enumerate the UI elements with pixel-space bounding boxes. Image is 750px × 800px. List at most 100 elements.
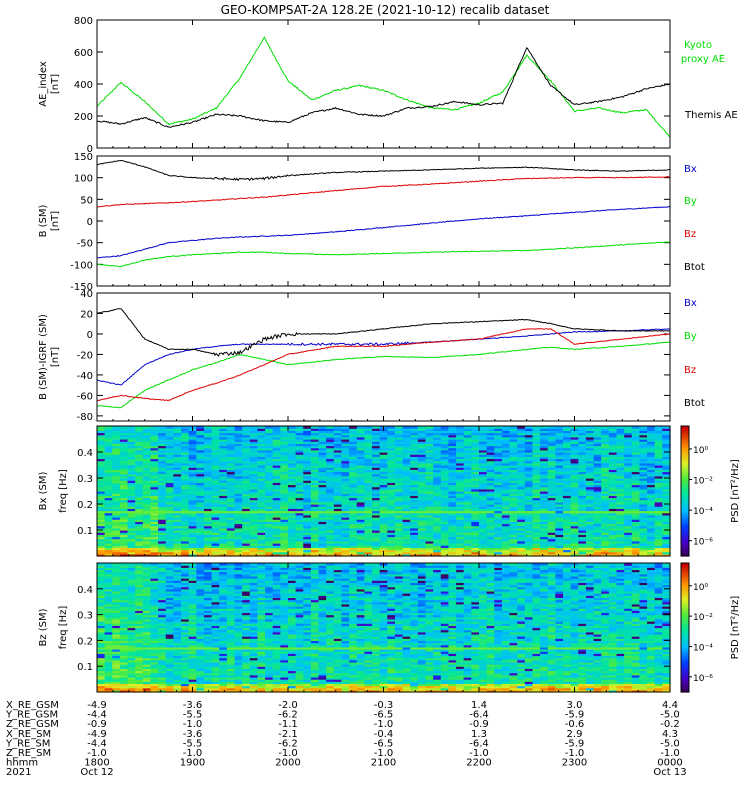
spectrogram-cell — [112, 497, 121, 501]
spectrogram-cell — [417, 480, 427, 483]
spectrogram-cell — [410, 521, 419, 525]
spectrogram-cell — [425, 473, 434, 477]
spectrogram-cell — [318, 454, 327, 457]
spectrogram-cell — [608, 488, 618, 492]
spectrogram-cell — [310, 547, 320, 551]
spectrogram-cell — [517, 484, 526, 488]
spectrogram-cell — [158, 553, 167, 557]
spectrogram-cell — [119, 447, 129, 451]
spectrogram-cell — [196, 551, 205, 555]
spectrogram-cell — [257, 545, 266, 548]
spectrogram-cell — [356, 445, 365, 449]
spectrogram-cell — [364, 530, 373, 533]
spectrogram-cell — [486, 543, 495, 546]
spectrogram-cell — [142, 547, 152, 551]
spectrogram-cell — [372, 514, 381, 518]
spectrogram-cell — [456, 467, 465, 470]
spectrogram-cell — [471, 456, 480, 460]
spectrogram-cell — [158, 536, 167, 540]
spectrogram-cell — [379, 549, 388, 553]
spectrogram-cell — [104, 452, 113, 455]
spectrogram-cell — [563, 497, 572, 501]
spectrogram-cell — [119, 471, 129, 475]
spectrogram-cell — [517, 553, 526, 557]
spectrogram-cell — [142, 447, 152, 451]
spectrogram-cell — [540, 447, 549, 451]
spectrogram-cell — [555, 475, 564, 479]
spectrogram-cell — [211, 523, 220, 527]
spectrogram-cell — [463, 506, 472, 509]
spectrogram-cell — [662, 432, 671, 436]
spectrogram-cell — [540, 449, 549, 453]
spectrogram-cell — [440, 523, 450, 527]
spectrogram-cell — [593, 543, 602, 546]
spectrogram-cell — [127, 465, 136, 468]
spectrogram-cell — [647, 443, 656, 447]
spectrogram-cell — [97, 616, 106, 620]
spectrogram-cell — [563, 553, 572, 557]
spectrogram-cell — [326, 473, 335, 477]
spectrogram-cell — [165, 504, 174, 507]
spectrogram-cell — [280, 426, 289, 429]
spectrogram-cell — [119, 475, 129, 479]
spectrogram-cell — [647, 551, 656, 555]
spectrogram-cell — [211, 534, 220, 538]
spectrogram-cell — [104, 571, 113, 575]
spectrogram-cell — [165, 512, 174, 516]
spectrogram-cell — [433, 447, 442, 451]
spectrogram-cell — [150, 480, 159, 483]
spectrogram-cell — [97, 657, 106, 661]
spectrogram-cell — [349, 510, 358, 514]
spectrogram-cell — [249, 471, 259, 475]
spectrogram-cell — [402, 434, 411, 438]
spectrogram-cell — [372, 495, 381, 499]
spectrogram-cell — [578, 482, 587, 486]
spectrogram-cell — [242, 452, 251, 455]
spectrogram-cell — [158, 506, 167, 509]
spectrogram-cell — [364, 514, 373, 518]
spectrogram-cell — [242, 499, 251, 503]
spectrogram-cell — [631, 519, 641, 522]
colorbar-cell — [681, 508, 689, 512]
spectrogram-cell — [234, 471, 243, 475]
colorbar-cell — [681, 510, 689, 514]
spectrogram-cell — [249, 486, 259, 490]
spectrogram-cell — [547, 452, 556, 455]
spectrogram-cell — [265, 540, 274, 544]
spectrogram-cell — [356, 506, 365, 509]
spectrogram-cell — [471, 523, 480, 527]
colorbar-cell — [681, 486, 689, 490]
spectrogram-cell — [97, 582, 106, 586]
spectrogram-cell — [570, 434, 579, 438]
spectrogram-cell — [272, 506, 281, 509]
spectrogram-cell — [142, 475, 152, 479]
spectrogram-cell — [372, 462, 381, 466]
spectrogram-cell — [112, 510, 121, 514]
spectrogram-cell — [226, 467, 236, 470]
spectrogram-cell — [517, 525, 526, 529]
spectrogram-cell — [349, 447, 358, 451]
spectrogram-cell — [471, 458, 480, 462]
spectrogram-cell — [349, 517, 358, 520]
spectrogram-cell — [364, 534, 373, 538]
spectrogram-cell — [295, 430, 304, 434]
spectrogram-cell — [540, 545, 549, 548]
spectrogram-cell — [119, 501, 129, 505]
spectrogram-cell — [135, 491, 144, 494]
spectrogram-cell — [249, 491, 259, 494]
spectrogram-cell — [112, 545, 121, 548]
spectrogram-cell — [165, 480, 174, 483]
spectrogram-cell — [280, 434, 289, 438]
spectrogram-cell — [494, 465, 503, 468]
spectrogram-cell — [463, 458, 472, 462]
spectrogram-cell — [272, 510, 281, 514]
spectrogram-cell — [127, 506, 136, 509]
spectrogram-cell — [517, 436, 526, 440]
spectrogram-cell — [570, 456, 579, 460]
spectrogram-cell — [127, 460, 136, 464]
spectrogram-cell — [226, 452, 236, 455]
spectrogram-cell — [341, 510, 350, 514]
spectrogram-cell — [211, 504, 220, 507]
spectrogram-cell — [203, 543, 213, 546]
spectrogram-cell — [280, 456, 289, 460]
